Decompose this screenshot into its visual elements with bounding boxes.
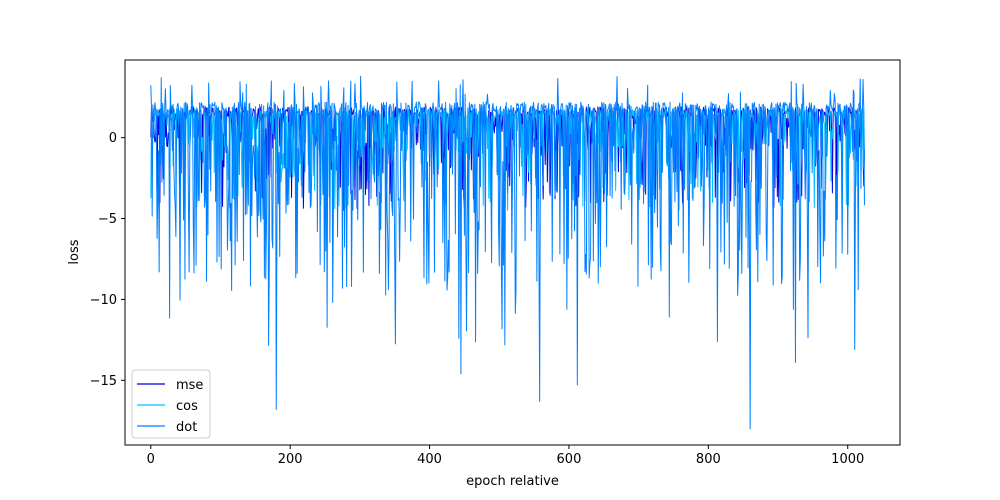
- x-ticks: 0 200 400 600 800 1000: [147, 445, 864, 467]
- x-tick-label: 0: [147, 452, 155, 467]
- y-tick-label: 0: [109, 131, 117, 146]
- y-ticks: 0 −5 −10 −15: [90, 131, 125, 389]
- y-axis-label: loss: [67, 239, 82, 264]
- legend-label-mse: mse: [176, 378, 203, 393]
- x-tick-label: 200: [278, 452, 303, 467]
- x-tick-label: 400: [417, 452, 442, 467]
- x-tick-label: 1000: [831, 452, 864, 467]
- legend-label-dot: dot: [176, 420, 197, 435]
- series-layer: [150, 75, 865, 430]
- x-axis-label: epoch relative: [466, 474, 559, 489]
- legend-items: mse cos dot: [137, 378, 203, 435]
- y-tick-label: −5: [98, 212, 117, 227]
- axes-frame: [124, 59, 901, 446]
- y-tick-label: −10: [90, 293, 117, 308]
- x-tick-label: 600: [557, 452, 582, 467]
- y-tick-label: −15: [90, 374, 117, 389]
- legend: mse cos dot: [131, 369, 211, 439]
- legend-box: [131, 369, 211, 439]
- legend-label-cos: cos: [176, 399, 198, 414]
- series-dot-line: [150, 75, 865, 430]
- x-tick-label: 800: [696, 452, 721, 467]
